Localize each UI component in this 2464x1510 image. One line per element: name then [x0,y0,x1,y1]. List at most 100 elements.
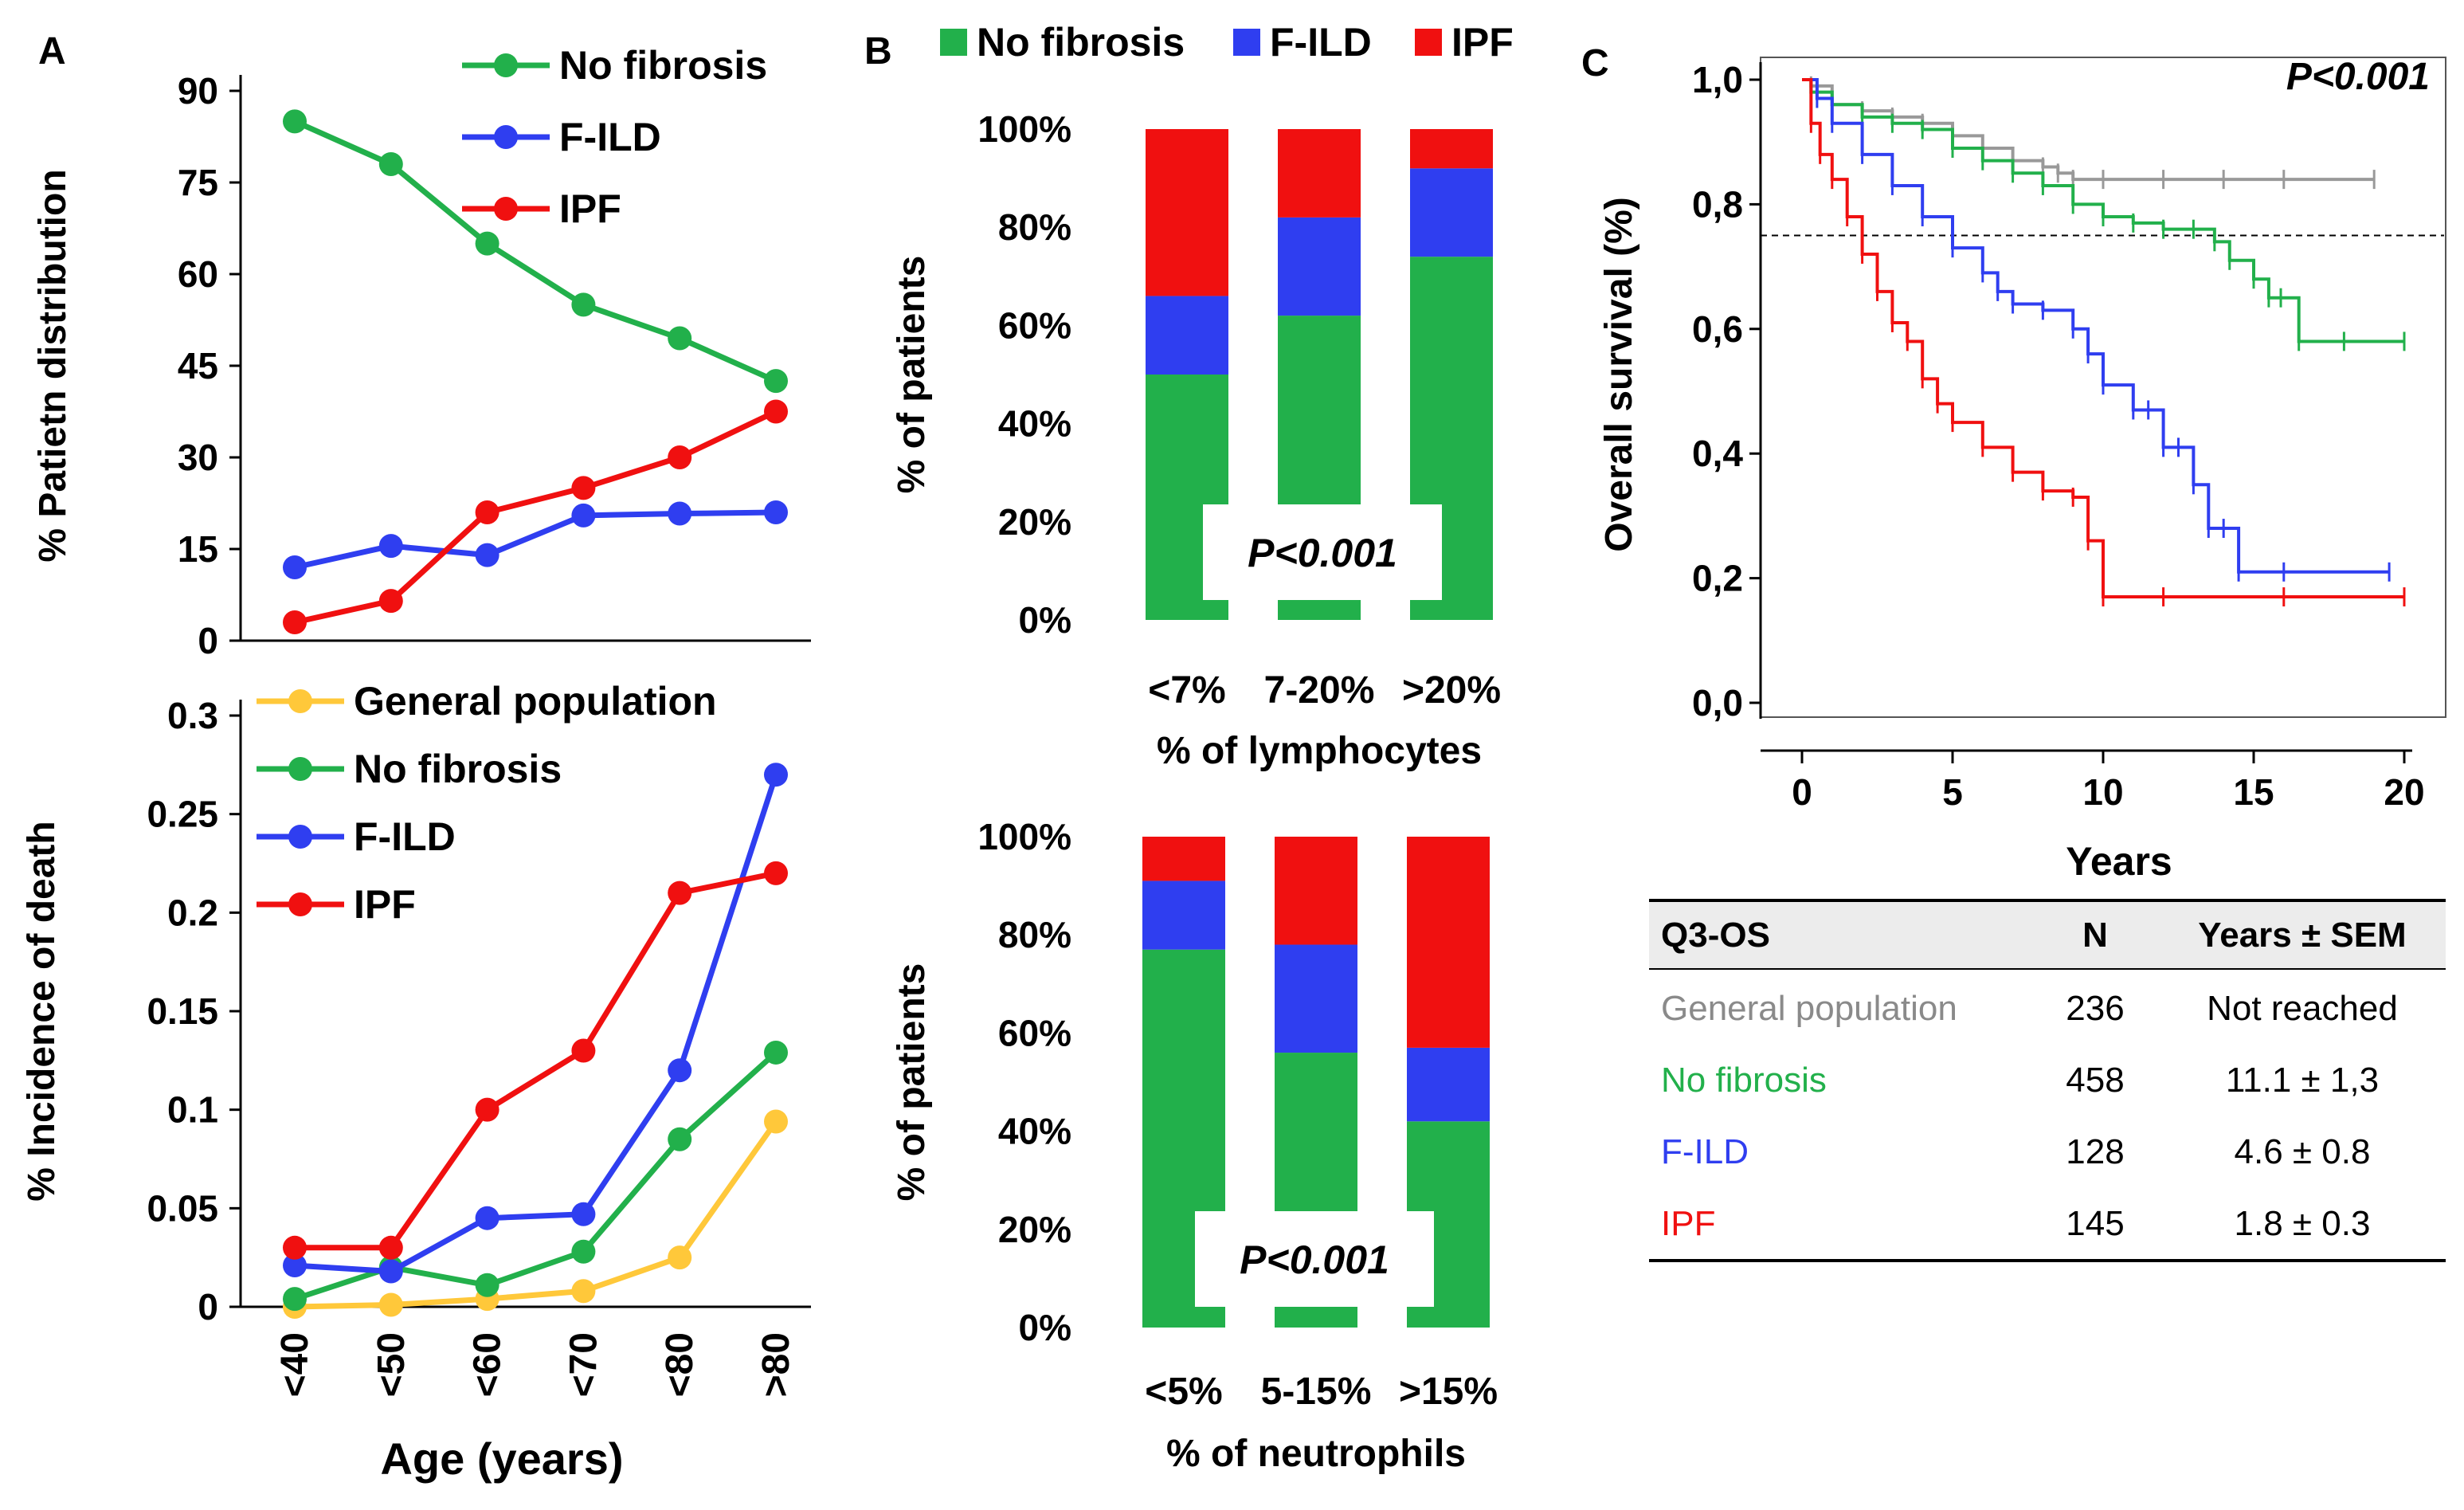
y-tick-label: 0,0 [1692,682,1743,724]
table-row-group: F-ILD [1661,1132,1749,1171]
data-point-f-ild [764,763,788,787]
x-tick-label: <50 [370,1332,413,1397]
x-tick-label: 7-20% [1264,669,1375,712]
legend-swatch [1233,29,1260,56]
bar-segment-f-ild [1410,168,1493,257]
y-tick-label: 0% [1019,599,1071,641]
y-tick-label: 0.2 [167,892,218,933]
p-value-annotation: P<0.001 [1240,1237,1389,1282]
table-row-n: 236 [2066,989,2124,1028]
x-tick-label: 10 [2082,771,2123,813]
series-line-no-fibrosis [293,119,778,384]
data-point-f-ild [475,1206,499,1230]
table-row-n: 128 [2066,1132,2124,1171]
x-tick-label: <7% [1148,669,1225,712]
table-row-value: Not reached [2207,989,2398,1028]
bar-segment-f-ild [1278,217,1361,316]
panel-label-a: A [38,30,66,73]
y-tick-label: 30 [178,437,218,478]
data-point-no-fibrosis [283,1287,307,1312]
bar-segment-ipf [1146,129,1228,296]
y-tick-label: 60 [178,253,218,295]
data-point-no-fibrosis [571,1239,596,1264]
legend-label-no-fibrosis: No fibrosis [559,43,767,88]
y-tick-label: 45 [178,345,218,386]
bar-segment-ipf [1407,837,1490,1048]
data-point-general-population [668,1245,692,1270]
y-tick-label: 0.15 [147,990,218,1032]
y-axis-label: Overall survival (%) [1598,197,1640,552]
series-line-ipf [294,409,778,626]
data-point-no-fibrosis [283,109,307,134]
chart-c-survival: 0,0 0,2 0,4 0,6 0,8 1,0 0 5 10 15 20 Years Overall s… [1598,56,2446,884]
annotation-box [1203,504,1442,600]
y-tick-label: 0.1 [167,1089,218,1131]
x-tick-label: <5% [1145,1371,1222,1413]
data-point-no-fibrosis [378,152,403,176]
x-tick-label: <70 [562,1332,605,1397]
series-line-ipf [295,870,777,1251]
y-axis-label: % Patietn distribution [32,169,74,562]
table-row-group: IPF [1661,1204,1715,1243]
y-tick-label: 80% [998,914,1071,955]
y-tick-label: 40% [998,1111,1071,1152]
table-row-n: 458 [2066,1061,2124,1100]
p-value-annotation: P<0.001 [2286,56,2430,98]
bar-segment-f-ild [1275,944,1357,1053]
x-tick-label: 20 [2384,771,2424,813]
y-tick-label: 80% [998,206,1071,248]
bar-segment-ipf [1410,129,1493,169]
data-point-ipf [475,500,499,524]
table-header-bg [1649,900,2446,969]
data-point-general-population [571,1279,596,1304]
x-tick-label: 15 [2233,771,2274,813]
y-tick-label: 20% [998,501,1071,543]
y-tick-label: 0 [198,620,218,661]
x-tick-label: 5 [1942,771,1963,813]
bar-segment-f-ild [1142,881,1225,950]
table-header-years: Years ± SEM [2198,916,2406,955]
table-row-value: 11.1 ± 1,3 [2226,1061,2379,1100]
y-axis-label: % Incidence of death [21,821,63,1201]
legend-label-no-fibrosis: No fibrosis [354,747,562,791]
legend-label-ipf: IPF [559,186,621,231]
chart-b-neutrophils: 0% 20% 40% 60% 80% 100% % of patients <5% 5-15% >… [891,816,1498,1475]
series-line-f-ild [294,774,779,1274]
legend-marker [494,125,518,149]
data-point-ipf [283,610,307,634]
table-row-n: 145 [2066,1204,2124,1243]
series-line-no-fibrosis [293,1050,778,1302]
data-point-f-ild [571,1202,596,1226]
y-tick-label: 0 [198,1286,218,1328]
data-point-f-ild [668,1058,692,1083]
y-tick-label: 20% [998,1209,1071,1250]
data-point-f-ild [571,503,596,528]
legend-marker [288,892,312,916]
data-point-ipf [378,1235,403,1260]
data-point-general-population [378,1292,403,1317]
survival-table: Q3-OS N Years ± SEM General population 2… [1649,899,2446,1262]
x-axis-label: Years [2066,839,2172,884]
legend-label-ipf: IPF [354,882,416,927]
y-tick-label: 0,8 [1692,183,1743,225]
y-tick-label: 0% [1019,1307,1071,1348]
data-point-f-ild [764,500,788,524]
table-header-n: N [2082,916,2108,955]
legend-marker [288,825,312,849]
data-point-f-ild [283,1253,307,1278]
p-value-annotation: P<0.001 [1248,531,1397,575]
legend-label-f-ild: F-ILD [354,814,456,859]
survival-curve-ipf [1802,78,2404,599]
data-point-ipf [283,1235,307,1260]
table-row-value: 4.6 ± 0.8 [2235,1132,2371,1171]
y-axis-label: % of patients [891,256,933,494]
panel-label-c: C [1581,42,1609,84]
y-tick-label: 100% [977,108,1071,150]
table-row-value: 1.8 ± 0.3 [2235,1204,2371,1243]
x-tick-label: <40 [274,1332,316,1397]
legend-swatch [1415,29,1442,56]
legend-swatch [940,29,967,56]
y-tick-label: 40% [998,403,1071,445]
x-tick-label: <80 [659,1332,701,1397]
